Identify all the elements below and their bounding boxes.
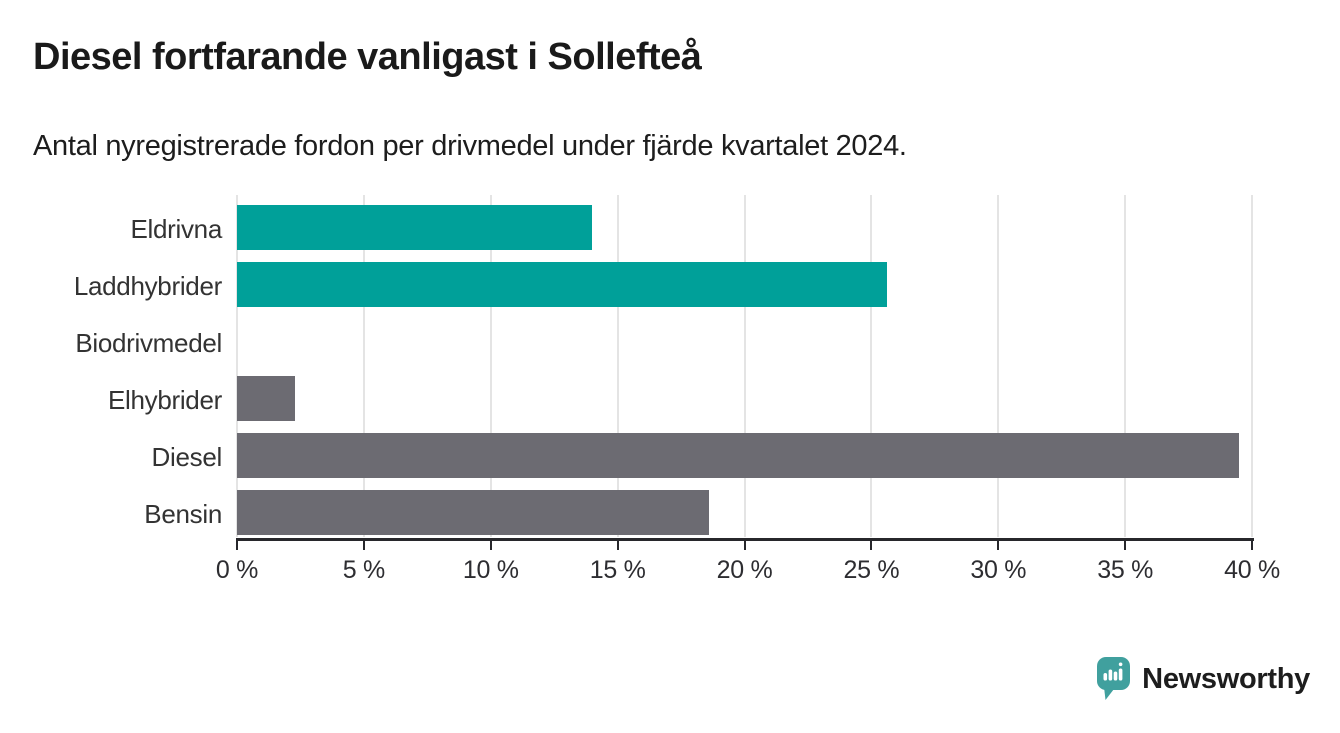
x-tick-label: 10 %: [462, 556, 519, 584]
bar-elhybrider: [237, 376, 296, 421]
gridline: [1251, 195, 1253, 537]
category-label: Laddhybrider: [73, 271, 222, 301]
bar-row: [237, 252, 1252, 309]
x-axis-tick: [743, 541, 746, 550]
x-tick-label: 40 %: [1224, 556, 1280, 584]
x-axis-tick: [1124, 541, 1127, 550]
bar-laddhybrider: [237, 262, 887, 307]
gridline: [870, 195, 873, 537]
brand-name: Newsworthy: [1142, 662, 1310, 695]
gridline: [997, 195, 1000, 537]
x-tick-label: 15 %: [589, 556, 646, 584]
x-tick-label: 25 %: [843, 556, 900, 584]
x-tick-label: 35 %: [1097, 556, 1154, 584]
x-axis-tick: [362, 541, 365, 550]
x-axis-tick: [997, 541, 1000, 550]
branding: Newsworthy: [1096, 656, 1310, 702]
chart-subtitle: Antal nyregistrerade fordon per drivmede…: [33, 130, 907, 162]
bar-diesel: [237, 433, 1240, 478]
x-axis-line: [236, 538, 1254, 541]
chart-title: Diesel fortfarande vanligast i Sollefteå: [33, 36, 702, 78]
category-label: Eldrivna: [130, 214, 222, 244]
bar-row: [237, 423, 1252, 480]
bar-row: [237, 366, 1252, 423]
bar-row: [237, 195, 1252, 252]
x-axis-tick: [1251, 541, 1253, 550]
gridline: [362, 195, 365, 537]
bar-bensin: [237, 490, 709, 535]
bar-eldrivna: [237, 205, 593, 250]
x-tick-label: 0 %: [215, 556, 259, 584]
bar-row: [237, 480, 1252, 537]
gridline: [616, 195, 619, 537]
x-axis-tick: [616, 541, 619, 550]
x-tick-label: 30 %: [970, 556, 1027, 584]
x-tick-label: 5 %: [342, 556, 385, 584]
gridline: [236, 195, 238, 537]
x-axis-tick: [870, 541, 873, 550]
bar-rows: [237, 195, 1252, 537]
x-axis-tick: [236, 541, 238, 550]
category-label: Diesel: [151, 442, 223, 472]
newsworthy-logo-icon: [1097, 657, 1131, 700]
gridline: [743, 195, 746, 537]
category-label: Bensin: [144, 499, 222, 529]
category-label: Biodrivmedel: [75, 328, 222, 358]
category-axis-labels: Eldrivna Laddhybrider Biodrivmedel Elhybrid…: [0, 195, 222, 537]
bar-row: [237, 309, 1252, 366]
x-axis-tick: [489, 541, 492, 550]
x-tick-label: 20 %: [716, 556, 773, 584]
plot-area: [236, 195, 1253, 537]
gridline: [489, 195, 492, 537]
gridline: [1124, 195, 1127, 537]
category-label: Elhybrider: [107, 385, 222, 415]
